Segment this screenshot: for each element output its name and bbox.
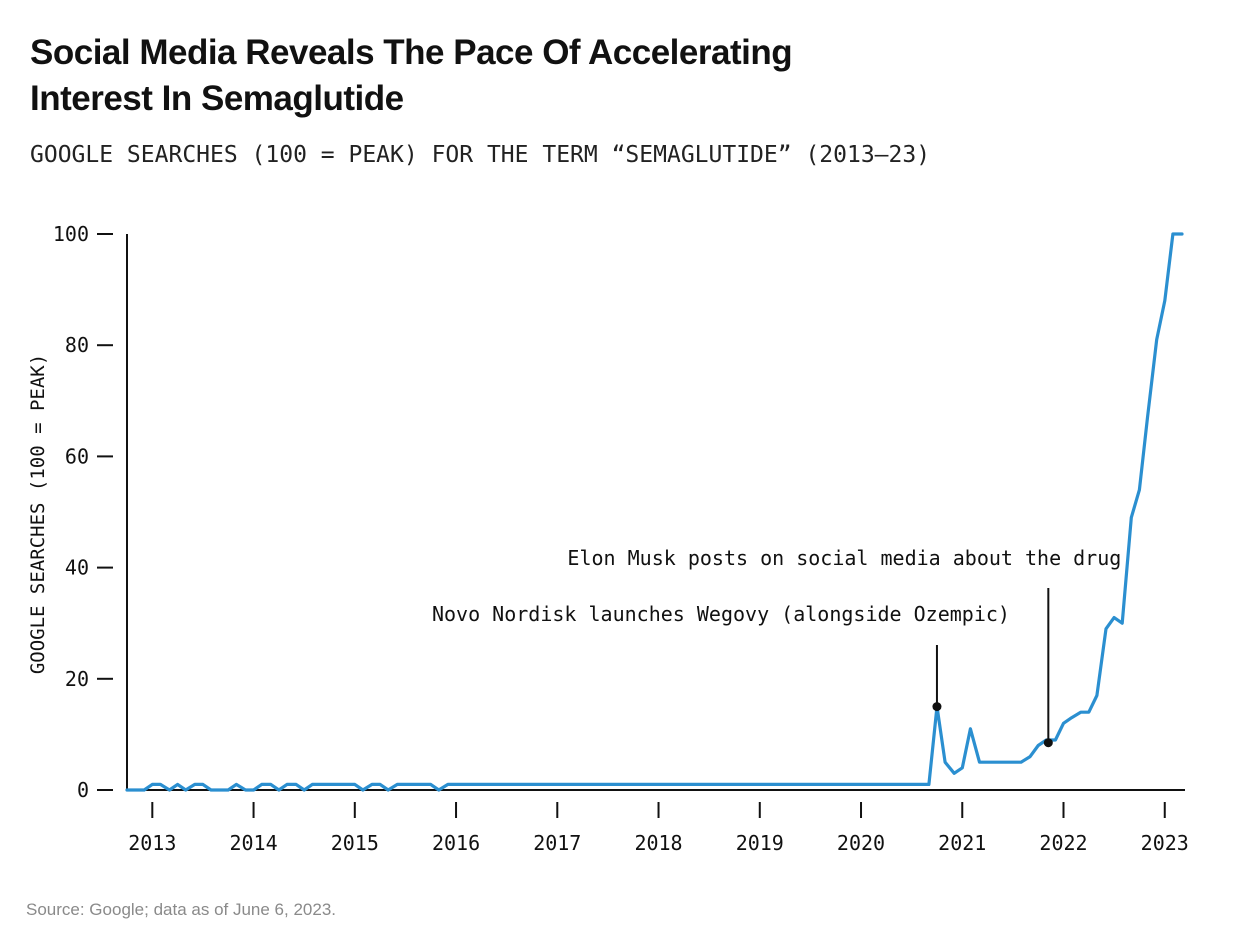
x-tick-label: 2015 bbox=[331, 831, 379, 855]
y-tick-label: 100 bbox=[53, 222, 89, 246]
axes bbox=[126, 234, 1185, 791]
chart-subtitle: GOOGLE SEARCHES (100 = PEAK) FOR THE TER… bbox=[30, 142, 931, 168]
annotation-marker bbox=[932, 702, 942, 712]
x-tick-label: 2021 bbox=[938, 831, 986, 855]
annotation-label: Elon Musk posts on social media about th… bbox=[567, 546, 1121, 570]
x-tick-label: 2017 bbox=[533, 831, 581, 855]
chart-title-line-2: Interest In Semaglutide bbox=[30, 79, 404, 118]
x-tick-label: 2018 bbox=[634, 831, 682, 855]
y-tick-label: 80 bbox=[65, 333, 89, 357]
x-tick-label: 2023 bbox=[1141, 831, 1189, 855]
chart-title: Social Media Reveals The Pace Of Acceler… bbox=[30, 30, 930, 122]
x-tick-label: 2016 bbox=[432, 831, 480, 855]
chart-title-line-1: Social Media Reveals The Pace Of Acceler… bbox=[30, 33, 793, 72]
x-tick-label: 2019 bbox=[736, 831, 784, 855]
annotations: Novo Nordisk launches Wegovy (alongside … bbox=[432, 546, 1121, 748]
y-tick-label: 0 bbox=[77, 778, 89, 802]
x-tick-label: 2013 bbox=[128, 831, 176, 855]
y-tick-label: 40 bbox=[65, 556, 89, 580]
y-axis-title: GOOGLE SEARCHES (100 = PEAK) bbox=[27, 354, 49, 674]
annotation-marker bbox=[1043, 738, 1053, 748]
series-line bbox=[125, 232, 1184, 792]
y-tick-label: 60 bbox=[65, 444, 89, 468]
x-tick-label: 2020 bbox=[837, 831, 885, 855]
y-tick-label: 20 bbox=[65, 667, 89, 691]
x-tick-label: 2022 bbox=[1039, 831, 1087, 855]
series-layer bbox=[125, 232, 1184, 792]
axis-ticks: 0 20 40 60 80 100 2013 2014 2015 2016 2017 2018 2019… bbox=[27, 222, 1189, 855]
annotation-label: Novo Nordisk launches Wegovy (alongside … bbox=[432, 602, 1010, 626]
x-tick-label: 2014 bbox=[229, 831, 277, 855]
source-note: Source: Google; data as of June 6, 2023. bbox=[26, 900, 336, 919]
